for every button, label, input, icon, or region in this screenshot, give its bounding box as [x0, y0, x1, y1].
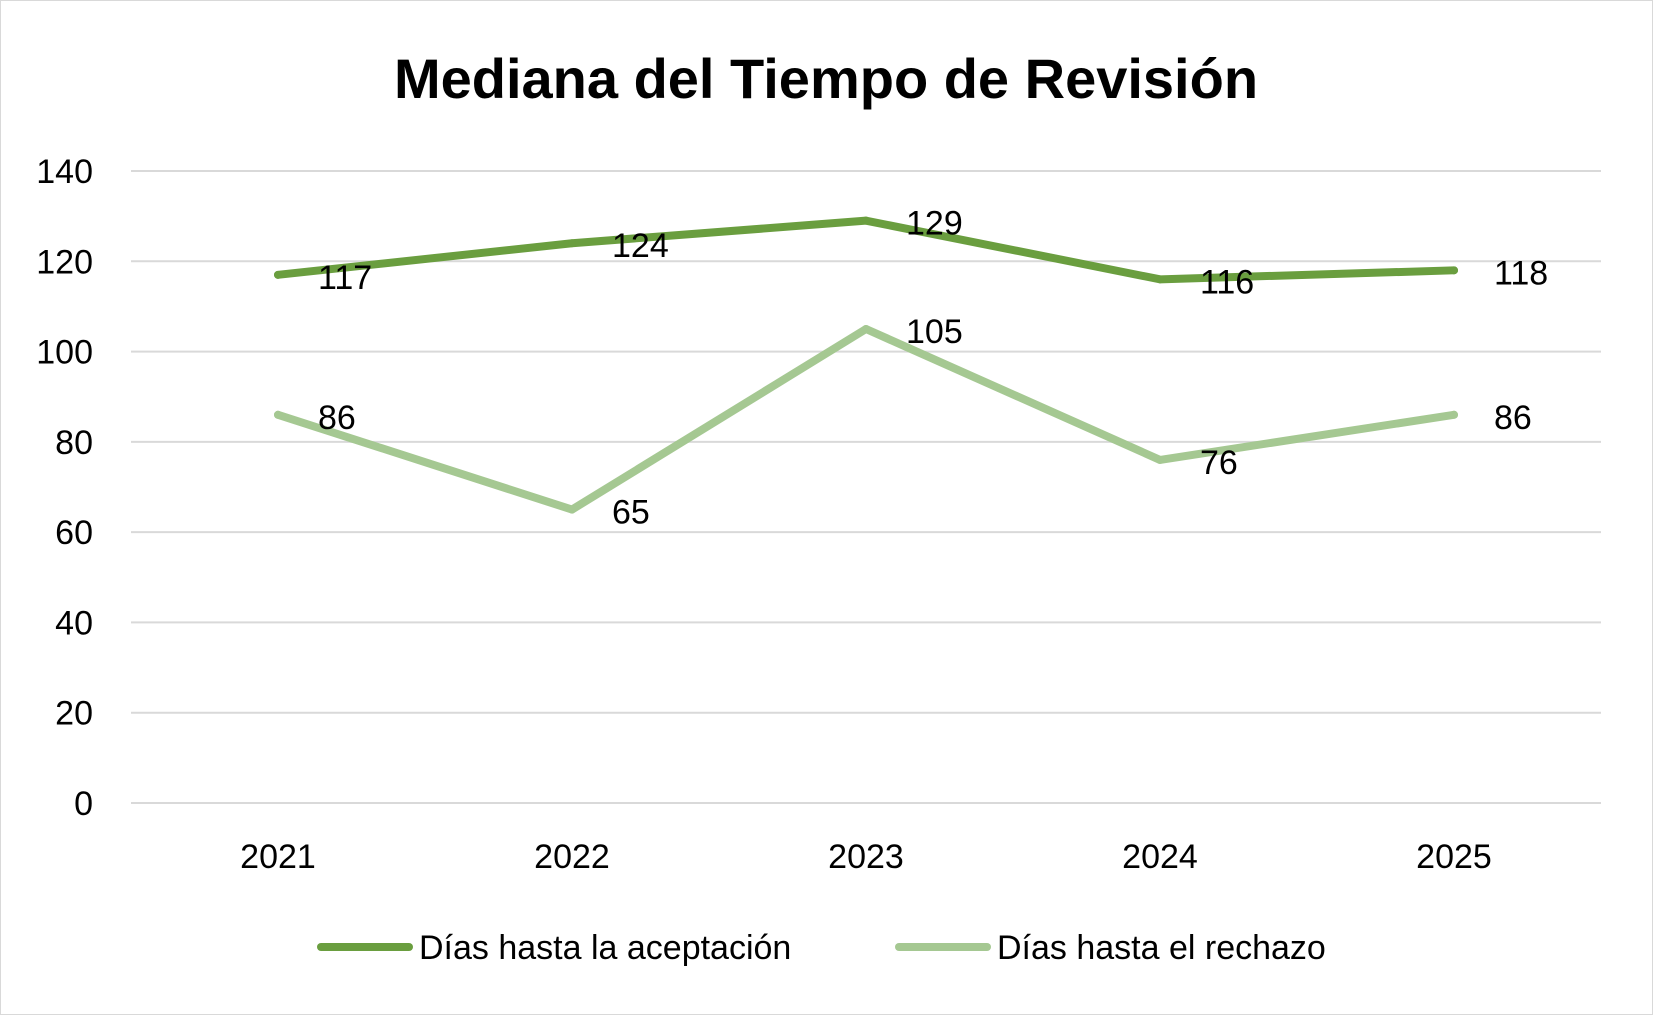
data-labels: 117 124 129 116 118 86 65 105 76 86 — [318, 205, 1548, 532]
y-tick-label: 120 — [36, 243, 93, 281]
x-tick-label: 2022 — [534, 838, 610, 876]
data-point — [1450, 410, 1458, 419]
series-line-rechazo — [274, 325, 1458, 514]
y-tick-label: 40 — [55, 604, 93, 642]
data-label: 65 — [612, 494, 650, 532]
data-label: 86 — [1494, 399, 1532, 437]
data-label: 124 — [612, 227, 669, 265]
data-label: 105 — [906, 313, 963, 351]
y-tick-label: 0 — [74, 785, 93, 823]
legend-label: Días hasta el rechazo — [997, 929, 1326, 967]
y-tick-label: 80 — [55, 424, 93, 462]
data-point — [568, 505, 576, 514]
data-label: 116 — [1200, 263, 1254, 301]
data-point — [274, 410, 282, 419]
data-point — [862, 216, 870, 225]
y-tick-label: 100 — [36, 334, 93, 372]
legend: Días hasta la aceptación Días hasta el re… — [317, 929, 1326, 967]
x-tick-label: 2025 — [1416, 838, 1492, 876]
x-axis-ticks: 2021 2022 2023 2024 2025 — [240, 838, 1492, 876]
data-point — [274, 270, 282, 279]
data-label: 117 — [318, 259, 372, 297]
data-point — [862, 325, 870, 333]
y-tick-label: 20 — [55, 695, 93, 733]
data-point — [1156, 455, 1164, 464]
data-point — [568, 239, 576, 248]
x-tick-label: 2023 — [828, 838, 904, 876]
legend-label: Días hasta la aceptación — [419, 929, 791, 967]
x-tick-label: 2021 — [240, 838, 316, 876]
y-tick-label: 140 — [36, 153, 93, 191]
data-point — [1156, 275, 1164, 284]
data-label: 129 — [906, 205, 963, 243]
y-axis-ticks: 0 20 40 60 80 100 120 140 — [36, 153, 93, 823]
y-tick-label: 60 — [55, 514, 93, 552]
series-line-aceptacion — [274, 216, 1458, 284]
data-label: 86 — [318, 399, 356, 437]
data-label: 76 — [1200, 444, 1238, 482]
data-label: 118 — [1494, 254, 1548, 292]
data-point — [1450, 266, 1458, 275]
series-lines — [274, 216, 1458, 514]
x-tick-label: 2024 — [1122, 838, 1198, 876]
chart-title: Mediana del Tiempo de Revisión — [394, 47, 1258, 110]
